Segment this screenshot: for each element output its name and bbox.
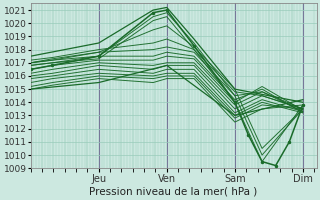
- X-axis label: Pression niveau de la mer( hPa ): Pression niveau de la mer( hPa ): [90, 187, 258, 197]
